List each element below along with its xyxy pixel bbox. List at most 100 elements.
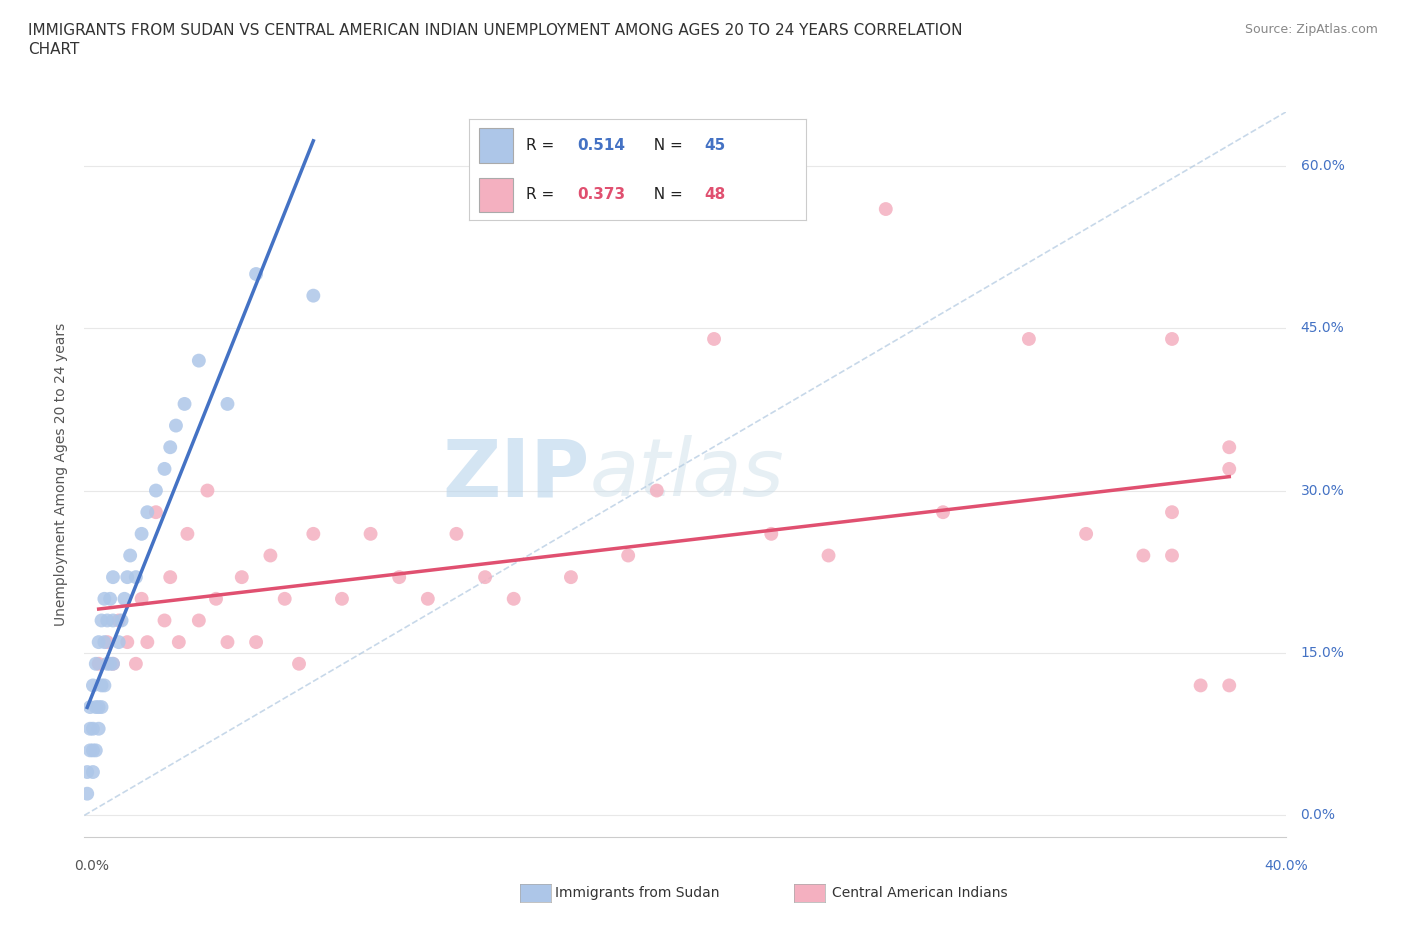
Point (82, 678, 104, 693)
Point (153, 461, 176, 476)
Point (79, 722, 101, 737)
Text: 60.0%: 60.0% (1301, 159, 1344, 173)
Point (87, 722, 110, 737)
Point (107, 634, 129, 649)
Point (79, 699, 101, 714)
Point (82, 743, 104, 758)
Point (388, 570, 411, 585)
Point (187, 353, 209, 368)
Point (136, 634, 159, 649)
Point (1132, 548, 1154, 563)
Point (93, 634, 115, 649)
Point (98, 591, 121, 606)
Point (76, 786, 98, 801)
Point (1189, 678, 1212, 693)
Point (96, 634, 118, 649)
Point (205, 591, 228, 606)
Text: Central American Indians: Central American Indians (832, 885, 1008, 900)
Point (84, 699, 107, 714)
Point (1018, 331, 1040, 346)
Point (217, 396, 239, 411)
Point (145, 505, 167, 520)
Point (173, 396, 195, 411)
Point (98, 657, 121, 671)
Text: 15.0%: 15.0% (1301, 646, 1344, 660)
Point (125, 657, 148, 671)
Point (330, 591, 353, 606)
Point (231, 570, 253, 585)
Text: CHART: CHART (28, 42, 80, 57)
Point (817, 548, 839, 563)
Point (96, 613, 118, 628)
Point (82, 764, 104, 779)
Point (90, 699, 112, 714)
Point (131, 591, 153, 606)
Point (416, 591, 439, 606)
Point (245, 634, 267, 649)
Point (187, 613, 209, 628)
Point (217, 634, 239, 649)
Point (288, 657, 311, 671)
Text: Source: ZipAtlas.com: Source: ZipAtlas.com (1244, 23, 1378, 36)
Point (79, 743, 101, 758)
Point (76, 764, 98, 779)
Point (93, 591, 115, 606)
Point (932, 505, 955, 520)
Point (167, 634, 190, 649)
Point (1161, 505, 1184, 520)
Point (117, 570, 139, 585)
Point (502, 591, 524, 606)
Point (90, 678, 112, 693)
Point (87, 634, 110, 649)
Point (875, 202, 897, 217)
Point (176, 526, 198, 541)
Text: 40.0%: 40.0% (1264, 858, 1309, 872)
Point (101, 657, 124, 671)
Point (101, 613, 124, 628)
Point (107, 613, 129, 628)
Point (1076, 526, 1098, 541)
Text: IMMIGRANTS FROM SUDAN VS CENTRAL AMERICAN INDIAN UNEMPLOYMENT AMONG AGES 20 TO 2: IMMIGRANTS FROM SUDAN VS CENTRAL AMERICA… (28, 23, 963, 38)
Point (165, 418, 187, 433)
Point (136, 505, 159, 520)
Point (90, 613, 112, 628)
Point (131, 526, 153, 541)
Point (761, 526, 783, 541)
Point (93, 678, 115, 693)
Text: Immigrants from Sudan: Immigrants from Sudan (555, 885, 720, 900)
Point (1218, 678, 1240, 693)
Point (120, 548, 142, 563)
Point (87, 657, 110, 671)
Point (101, 570, 124, 585)
Point (446, 526, 468, 541)
Point (245, 267, 267, 282)
Point (360, 526, 382, 541)
Point (197, 483, 219, 498)
Point (82, 722, 104, 737)
Point (1218, 461, 1240, 476)
Point (159, 440, 181, 455)
Point (125, 570, 148, 585)
Point (703, 331, 725, 346)
Point (159, 570, 181, 585)
Point (645, 483, 668, 498)
Point (117, 634, 139, 649)
Point (96, 657, 118, 671)
Point (101, 657, 124, 671)
Point (302, 526, 325, 541)
Y-axis label: Unemployment Among Ages 20 to 24 years: Unemployment Among Ages 20 to 24 years (55, 323, 69, 626)
Point (114, 591, 135, 606)
Point (560, 570, 582, 585)
Text: 45.0%: 45.0% (1301, 321, 1344, 335)
Point (145, 483, 167, 498)
Point (87, 699, 110, 714)
Point (84, 657, 107, 671)
Point (1161, 331, 1184, 346)
Text: 0.0%: 0.0% (1301, 808, 1336, 822)
Point (1218, 440, 1240, 455)
Text: atlas: atlas (589, 435, 785, 513)
Point (153, 613, 176, 628)
Text: ZIP: ZIP (441, 435, 589, 513)
Point (274, 591, 297, 606)
Point (474, 570, 496, 585)
